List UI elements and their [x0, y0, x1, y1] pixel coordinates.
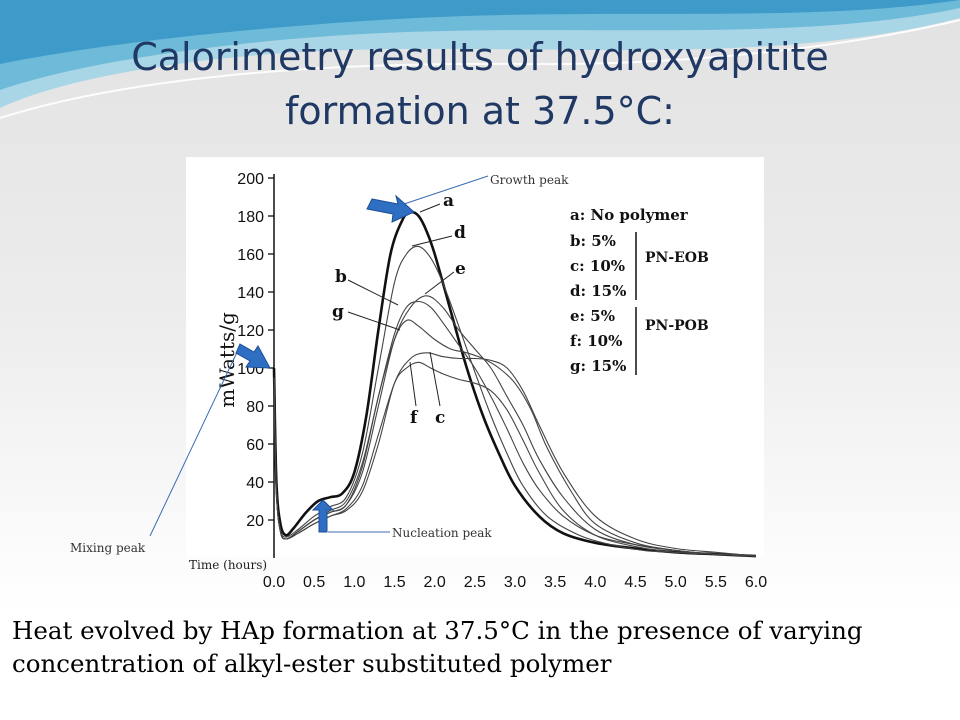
mixing-peak-label: Mixing peak	[70, 541, 146, 555]
legend-group-pn-pob: PN-POB	[645, 318, 709, 334]
y-tick-label: 60	[246, 437, 264, 454]
curve-label-e: e	[455, 259, 466, 279]
header-swoosh	[0, 0, 960, 119]
curve-label-g: g	[332, 302, 344, 322]
legend-entry-f: f: 10%	[570, 332, 622, 350]
growth-callout-line	[403, 175, 489, 205]
legend-entry-e: e: 5%	[570, 307, 615, 325]
legend-entry-c: c: 10%	[570, 257, 625, 275]
curve-label-f: f	[410, 408, 419, 428]
growth-peak-label: Growth peak	[490, 173, 569, 187]
slide-caption: Heat evolved by HAp formation at 37.5°C …	[12, 614, 952, 680]
x-tick-label: 0.5	[303, 574, 325, 591]
nucleation-peak-arrow-icon	[311, 499, 335, 533]
x-tick-label: 0.0	[263, 574, 285, 591]
y-tick-label: 120	[237, 323, 264, 340]
curve-label-a: a	[443, 191, 454, 211]
x-tick-label: 4.5	[624, 574, 646, 591]
title-line-1: Calorimetry results of hydroxyapitite	[131, 35, 829, 79]
legend-group-pn-eob: PN-EOB	[645, 250, 709, 266]
x-tick-label: 2.0	[424, 574, 446, 591]
series-line-d	[273, 245, 757, 557]
title-line-2: formation at 37.5°C:	[285, 89, 675, 133]
x-tick-label: 1.0	[343, 574, 365, 591]
chart-annotations: Growth peak Nucleation peak Mixing peak	[70, 173, 569, 555]
series-line-e	[273, 295, 757, 557]
y-tick-label: 180	[237, 209, 264, 226]
y-axis-label: mWatts/g	[215, 312, 239, 408]
y-tick-label: 40	[246, 475, 264, 492]
curve-label-b: b	[335, 267, 347, 287]
curve-leader-e	[424, 271, 455, 295]
curve-leader-d	[411, 235, 453, 247]
y-tick-label: 80	[246, 399, 264, 416]
x-tick-label: 5.0	[665, 574, 687, 591]
curve-label-c: c	[435, 408, 445, 428]
x-tick-label: 3.0	[504, 574, 526, 591]
caption-line-1: Heat evolved by HAp formation at 37.5°C …	[12, 616, 863, 645]
mixing-callout-line	[149, 345, 241, 537]
legend-entry-g: g: 15%	[570, 357, 626, 375]
series-line-f	[273, 361, 757, 557]
curve-leader-a	[419, 203, 441, 213]
x-axis-label: Time (hours)	[189, 558, 267, 572]
x-tick-label: 3.5	[544, 574, 566, 591]
y-tick-label: 20	[246, 513, 264, 530]
chart-series: ade bg f c	[272, 191, 757, 558]
nucleation-peak-label: Nucleation peak	[392, 526, 492, 540]
x-tick-label: 5.5	[705, 574, 727, 591]
growth-peak-arrow-icon	[366, 194, 415, 223]
curve-leader-b	[347, 279, 399, 306]
y-tick-label: 200	[237, 171, 264, 188]
chart-legend: a: No polymer b: 5% c: 10% d: 15% e: 5% f: 10…	[570, 206, 709, 375]
chart-figure-background	[186, 157, 764, 557]
curve-leader-f	[409, 361, 417, 407]
legend-entry-a: a: No polymer	[570, 206, 689, 224]
legend-entry-b: b: 5%	[570, 232, 616, 250]
curve-label-d: d	[454, 223, 466, 243]
mixing-peak-arrow-icon	[235, 343, 271, 369]
y-tick-label: 160	[237, 247, 264, 264]
curve-leader-c	[429, 351, 441, 407]
x-tick-label: 2.5	[464, 574, 486, 591]
y-tick-label: 140	[237, 285, 264, 302]
slide-title: Calorimetry results of hydroxyapitite fo…	[0, 30, 960, 138]
x-tick-label: 6.0	[745, 574, 767, 591]
legend-entry-d: d: 15%	[570, 282, 626, 300]
series-line-b	[273, 300, 757, 557]
x-tick-label: 4.0	[584, 574, 606, 591]
caption-line-2: concentration of alkyl-ester substituted…	[12, 649, 612, 678]
x-tick-label: 1.5	[383, 574, 405, 591]
series-line-g	[273, 319, 757, 557]
curve-leader-g	[347, 311, 401, 331]
